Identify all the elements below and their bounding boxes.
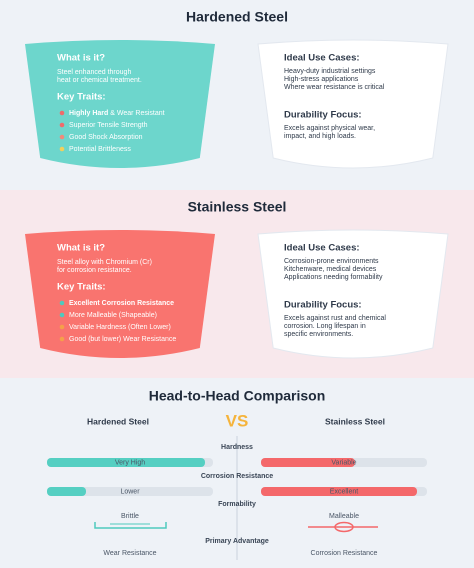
trait: Excellent Corrosion Resistance — [69, 300, 174, 307]
trait-text: More Malleable (Shapeable) — [69, 312, 157, 319]
trait-dot — [59, 324, 65, 330]
row-label: Hardness — [221, 444, 253, 451]
bar-track — [47, 487, 213, 496]
trait-text: Variable Hardness (Often Lower) — [69, 324, 171, 331]
left-card — [25, 230, 215, 358]
trait-text: Good (but lower) Wear Resistance — [69, 336, 176, 343]
use-title: Ideal Use Cases: — [284, 243, 360, 254]
trait-text: Good Shock Absorption — [69, 134, 143, 141]
trait-dot — [59, 110, 65, 116]
durability-text: impact, and high loads. — [284, 133, 356, 140]
trait-dot — [59, 122, 65, 128]
what-text: Steel alloy with Chromium (Cr) — [57, 259, 152, 266]
what-text: Steel enhanced through — [57, 69, 131, 76]
trait: Variable Hardness (Often Lower) — [69, 324, 171, 331]
trait: Good Shock Absorption — [69, 134, 143, 141]
row-label: Corrosion Resistance — [201, 473, 273, 480]
bar-fill — [47, 458, 205, 467]
vs: VS — [226, 411, 249, 430]
durability-text: Excels against physical wear, — [284, 125, 375, 132]
traits-title: Key Traits: — [57, 282, 106, 293]
trait-dot — [59, 134, 65, 140]
trait-dot — [59, 312, 65, 318]
bar-label: Very High — [115, 459, 145, 466]
trait-dot — [59, 146, 65, 152]
bar-label: Lower — [120, 488, 140, 495]
use-title: Ideal Use Cases: — [284, 53, 360, 64]
what-text: heat or chemical treatment. — [57, 77, 142, 84]
use-text: Kitchenware, medical devices — [284, 266, 377, 273]
what-title: What is it? — [57, 53, 105, 64]
left-value: Wear Resistance — [103, 550, 156, 557]
trait: Superior Tensile Strength — [69, 122, 148, 129]
right-title: Stainless Steel — [325, 416, 385, 426]
brittle-icon — [94, 522, 167, 529]
trait-text: Superior Tensile Strength — [69, 122, 148, 129]
left-card — [25, 40, 215, 168]
what-title: What is it? — [57, 243, 105, 254]
comparison-title: Head-to-Head Comparison — [149, 388, 326, 404]
bar-fill — [47, 487, 86, 496]
durability-text: corrosion. Long lifespan in — [284, 323, 366, 330]
trait-strong: Highly Hard — [69, 110, 108, 117]
trait: More Malleable (Shapeable) — [69, 312, 157, 319]
trait: Good (but lower) Wear Resistance — [69, 336, 176, 343]
right-card — [257, 229, 449, 359]
right-value: Malleable — [329, 513, 359, 520]
use-text: Where wear resistance is critical — [284, 84, 385, 91]
durability-title: Durability Focus: — [284, 110, 362, 121]
use-text: Corrosion-prone environments — [284, 258, 379, 265]
durability-title: Durability Focus: — [284, 300, 362, 311]
durability-text: Excels against rust and chemical — [284, 315, 386, 322]
malleable-mark — [334, 521, 354, 533]
bar-label: Excellent — [330, 488, 358, 495]
row-label: Formability — [218, 501, 256, 508]
section-title: Hardened Steel — [186, 9, 288, 25]
trait-dot — [59, 300, 65, 306]
trait-text: & Wear Resistant — [108, 110, 164, 117]
trait: Potential Brittleness — [69, 146, 131, 153]
row-label: Primary Advantage — [205, 538, 269, 545]
use-text: High-stress applications — [284, 76, 359, 83]
bar-fill — [261, 458, 355, 467]
durability-text: specific environments. — [284, 331, 353, 338]
use-text: Heavy-duty industrial settings — [284, 68, 376, 75]
bar-label: Variable — [331, 459, 356, 466]
trait-text: Potential Brittleness — [69, 146, 131, 153]
left-value: Brittle — [121, 513, 139, 520]
what-text: for corrosion resistance. — [57, 267, 132, 274]
trait-dot — [59, 336, 65, 342]
bar-fill — [261, 487, 417, 496]
right-value: Corrosion Resistance — [311, 550, 378, 557]
traits-title: Key Traits: — [57, 92, 106, 103]
trait-strong: Excellent Corrosion Resistance — [69, 300, 174, 307]
trait: Highly Hard & Wear Resistant — [69, 110, 165, 117]
section-title: Stainless Steel — [188, 199, 287, 215]
use-text: Applications needing formability — [284, 274, 383, 281]
left-title: Hardened Steel — [87, 416, 149, 426]
right-card — [257, 39, 449, 169]
